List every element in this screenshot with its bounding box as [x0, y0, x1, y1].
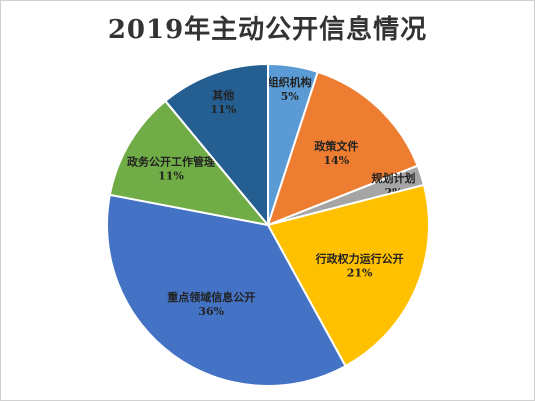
- slice-category-label: 行政权力运行公开: [315, 252, 404, 266]
- slice-value-label: 11%: [158, 170, 184, 183]
- slice-category-label: 规划计划: [372, 171, 416, 185]
- slice-value-label: 14%: [323, 154, 349, 167]
- slice-value-label: 21%: [347, 267, 373, 280]
- slice-category-label: 政策文件: [314, 139, 358, 153]
- pie-slice-2: [266, 70, 419, 227]
- slice-category-label: 政务公开工作管理: [127, 155, 215, 169]
- slice-value-label: 5%: [281, 90, 300, 103]
- slice-value-label: 11%: [210, 103, 236, 116]
- slice-category-label: 其他: [212, 88, 234, 102]
- pie-slice-7: [163, 62, 269, 228]
- slice-category-label: 组织机构: [268, 75, 312, 89]
- pie-slice-4: [266, 183, 430, 368]
- slice-category-label: 重点领域信息公开: [167, 290, 255, 304]
- pie-slice-5: [106, 193, 347, 387]
- pie-slice-6: [108, 99, 271, 227]
- chart-title: 2019年主动公开信息情况: [107, 15, 428, 45]
- slice-value-label: 36%: [198, 305, 224, 318]
